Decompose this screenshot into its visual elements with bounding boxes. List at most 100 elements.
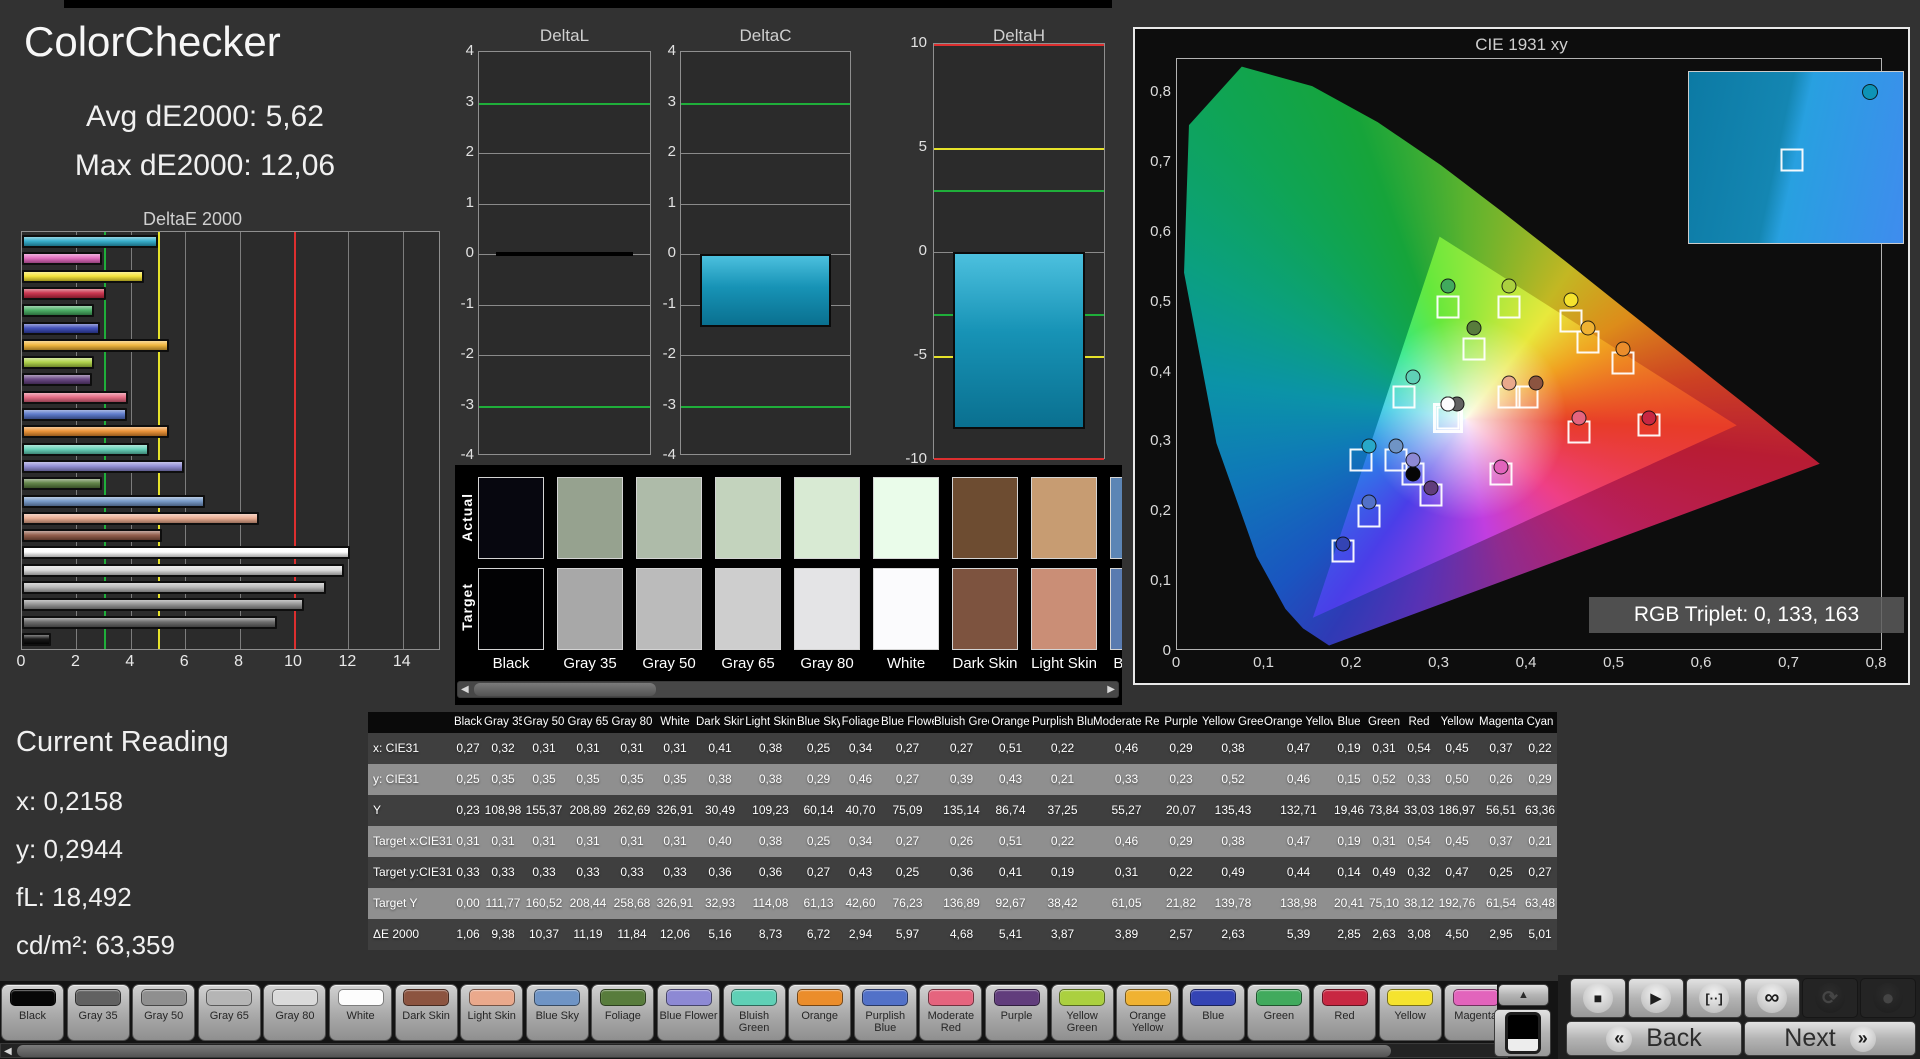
toolbar-chip-blue	[1190, 989, 1237, 1006]
toolbar-button-label: Red	[1334, 1010, 1355, 1022]
toolbar-button-label: Foliage	[604, 1010, 641, 1022]
toolbar-button-purple[interactable]: Purple	[985, 984, 1048, 1041]
toolbar-button-gray-80[interactable]: Gray 80	[263, 984, 327, 1041]
toolbar-button-label: White	[346, 1010, 375, 1022]
swatch-panel: Actual Target ◀ ▶ Black Gray 35 Gray 50 Gra…	[455, 465, 1122, 705]
table-cell: 61,13	[797, 888, 840, 919]
toolbar-button-orange[interactable]: Orange	[788, 984, 852, 1041]
table-cell: 0,51	[989, 733, 1032, 764]
toolbar-expand-button[interactable]: ▲	[1498, 984, 1549, 1006]
table-cell: 3,89	[1093, 919, 1160, 950]
target-row-label: Target	[459, 583, 475, 631]
toolbar-button-blue-flower[interactable]: Blue Flower	[657, 984, 720, 1041]
deltae-bar-gray-35	[22, 615, 278, 629]
toolbar-button-yellow-green[interactable]: Yellow Green	[1050, 984, 1114, 1041]
table-cell: 0,29	[1160, 826, 1202, 857]
swatch-scroll-right-icon[interactable]: ▶	[1107, 684, 1115, 695]
deltah-plot-tick: -10	[905, 450, 927, 467]
swatch-target-gray-50	[636, 568, 702, 650]
toolbar-button-bluish-green[interactable]: Bluish Green	[722, 984, 786, 1041]
play-icon: ▶	[1650, 990, 1662, 1007]
refresh-button[interactable]: ⟳	[1802, 978, 1858, 1018]
table-cell: 0,49	[1365, 857, 1403, 888]
toolbar-button-blue[interactable]: Blue	[1181, 984, 1245, 1041]
table-cell: 0,25	[452, 764, 484, 795]
table-cell: 0,23	[1160, 764, 1202, 795]
table-cell: 0,21	[1032, 764, 1093, 795]
table-cell: 0,29	[1523, 764, 1557, 795]
table-cell: 5,41	[989, 919, 1032, 950]
cie-ytick: 0,6	[1150, 222, 1171, 240]
toolbar-button-purplish-blue[interactable]: Purplish Blue	[853, 984, 917, 1041]
swatch-target-black	[478, 568, 544, 650]
table-cell: 109,23	[744, 795, 797, 826]
toolbar-button-yellow[interactable]: Yellow	[1378, 984, 1442, 1041]
toolbar-button-gray-65[interactable]: Gray 65	[197, 984, 261, 1041]
table-cell: 0,35	[610, 764, 654, 795]
pattern-window-button[interactable]	[1494, 1009, 1551, 1057]
rgb-triplet-readout: RGB Triplet: 0, 133, 163	[1589, 597, 1904, 633]
deltac-plot-ref-green	[681, 102, 850, 105]
deltal-plot-tick: -3	[460, 395, 474, 413]
swatch-actual-gray-80	[794, 477, 860, 559]
toolbar-button-black[interactable]: Black	[1, 984, 64, 1041]
table-cell: 0,45	[1435, 826, 1479, 857]
swatch-scrollbar[interactable]: ◀ ▶	[457, 681, 1119, 698]
swatch-scroll-left-icon[interactable]: ◀	[461, 684, 469, 695]
toolbar-button-label: Blue Flower	[659, 1010, 718, 1022]
loop-button[interactable]: ∞	[1744, 978, 1800, 1018]
toolbar-button-magenta[interactable]: Magenta	[1444, 984, 1497, 1041]
table-cell: 0,46	[1093, 733, 1160, 764]
toolbar-button-gray-35[interactable]: Gray 35	[66, 984, 130, 1041]
toolbar-button-white[interactable]: White	[329, 984, 392, 1041]
table-cell: 0,19	[1032, 857, 1093, 888]
table-cell: 0,31	[1093, 857, 1160, 888]
toolbar-button-light-skin[interactable]: Light Skin	[460, 984, 524, 1041]
toolbar-button-orange-yellow[interactable]: Orange Yellow	[1116, 984, 1180, 1041]
cie-target-cyan	[1349, 448, 1373, 472]
record-button[interactable]: ●	[1860, 978, 1916, 1018]
toolbar-button-green[interactable]: Green	[1247, 984, 1311, 1041]
toolbar-button-gray-50[interactable]: Gray 50	[132, 984, 196, 1041]
chevron-up-icon: ▲	[1518, 989, 1529, 1001]
table-col-header: Foliage	[840, 712, 881, 733]
swatch-actual-white	[873, 477, 939, 559]
table-cell: 0,38	[744, 764, 797, 795]
table-cell: 0,33	[1403, 764, 1435, 795]
table-cell: 0,34	[840, 826, 881, 857]
next-button[interactable]: Next »	[1744, 1021, 1916, 1056]
table-cell: 11,19	[566, 919, 610, 950]
table-cell: 2,63	[1365, 919, 1403, 950]
swatch-scroll-thumb[interactable]	[474, 683, 656, 696]
toolbar-scrollbar[interactable]: ◀ ▶	[0, 1043, 1508, 1058]
table-cell: 0,36	[934, 857, 989, 888]
deltae-gridline	[130, 232, 132, 649]
toolbar-button-blue-sky[interactable]: Blue Sky	[525, 984, 589, 1041]
reading-y: y: 0,2944	[16, 834, 123, 864]
table-cell: 42,60	[840, 888, 881, 919]
toolbar-button-moderate-red[interactable]: Moderate Red	[919, 984, 983, 1041]
toolbar-button-red[interactable]: Red	[1313, 984, 1376, 1041]
stop-button[interactable]: ■	[1570, 978, 1626, 1018]
table-cell: 1,06	[452, 919, 484, 950]
toolbar-scroll-left-icon[interactable]: ◀	[4, 1046, 12, 1057]
toolbar-button-dark-skin[interactable]: Dark Skin	[394, 984, 458, 1041]
table-cell: 86,74	[989, 795, 1032, 826]
deltac-plot-tick: -4	[662, 446, 676, 463]
deltae-bar-green	[22, 304, 94, 318]
deltae-gridline	[402, 232, 404, 649]
deltal-plot-tick: 2	[465, 143, 474, 160]
table-cell: 0,31	[610, 733, 654, 764]
table-cell: 32,93	[696, 888, 744, 919]
table-cell: 2,94	[840, 919, 881, 950]
toolbar-button-foliage[interactable]: Foliage	[591, 984, 655, 1041]
back-button[interactable]: « Back	[1566, 1021, 1742, 1056]
play-button[interactable]: ▶	[1628, 978, 1684, 1018]
deltae-ref-green	[103, 232, 106, 649]
table-cell: 20,41	[1333, 888, 1365, 919]
table-col-header: Cyan	[1523, 712, 1557, 733]
table-cell: 0,38	[696, 764, 744, 795]
swatch-label: Gray 80	[800, 655, 854, 672]
toolbar-scroll-thumb[interactable]	[17, 1045, 1391, 1057]
marker-button[interactable]: [··]	[1686, 978, 1742, 1018]
